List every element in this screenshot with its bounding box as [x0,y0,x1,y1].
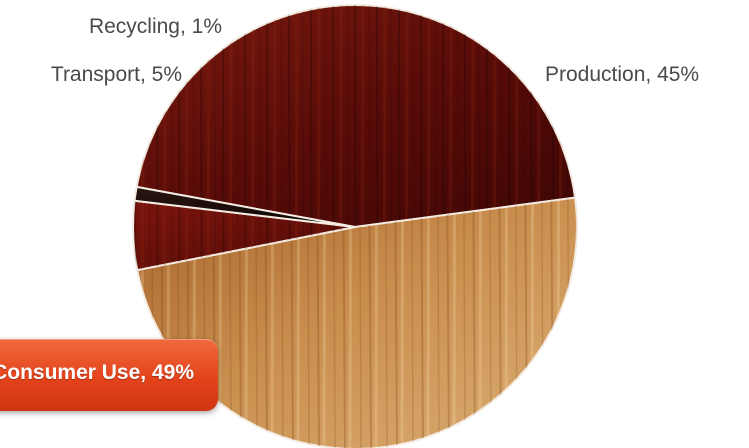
slice-label-consumer-use: Consumer Use, 49% [0,361,194,384]
pie-slice-recycling [133,185,356,228]
slice-label-production: Production, 45% [545,63,699,86]
consumer-use-callout: Consumer Use, 49% [0,339,218,411]
slice-label-recycling: Recycling, 1% [89,15,222,38]
pie-slice-texture-production [136,5,576,227]
slice-label-transport: Transport, 5% [51,63,182,86]
pie-slice-texture-transport [132,200,355,271]
pie-slice-texture-consumer-use [137,197,577,448]
